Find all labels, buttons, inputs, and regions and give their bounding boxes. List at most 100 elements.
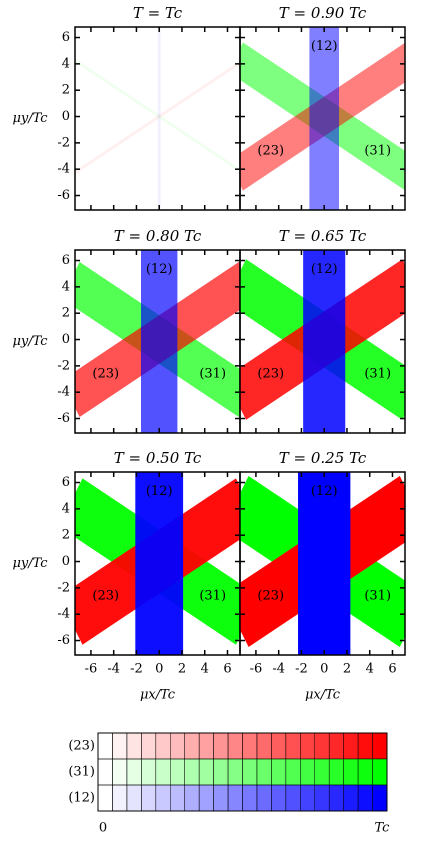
y-axis-label: μy/Tc: [12, 111, 48, 126]
colorbar-cell: [198, 732, 214, 760]
colorbar-cell: [328, 784, 344, 812]
colorbar-cell: [343, 758, 359, 786]
panel-frame: [239, 471, 406, 656]
y-tick-label: 4: [62, 56, 70, 71]
x-tick-label: 4: [366, 662, 374, 677]
colorbar-cell: [300, 732, 315, 760]
x-tick-label: -6: [250, 662, 263, 677]
colorbar-cell: [184, 784, 200, 812]
colorbar-cell: [170, 758, 185, 786]
colorbar-cell: [357, 732, 373, 760]
x-axis-label: μx/Tc: [140, 688, 176, 703]
x-tick-label: -2: [295, 662, 308, 677]
panel-title: T = 0.80 Tc: [114, 227, 202, 245]
panel: [240, 472, 405, 655]
colorbar-min-label: 0: [99, 821, 107, 836]
colorbar-cell: [213, 784, 229, 812]
colorbar-cell: [155, 784, 171, 812]
y-tick-label: -4: [57, 385, 70, 400]
colorbar-cell: [372, 784, 388, 812]
colorbar-cell: [343, 732, 359, 760]
panel-title: T = Tc: [133, 4, 183, 22]
colorbar-cell: [357, 758, 373, 786]
colorbar-cell: [271, 784, 287, 812]
x-tick-label: 4: [201, 662, 209, 677]
colorbar-cell: [328, 758, 344, 786]
x-tick-label: 2: [178, 662, 186, 677]
region-label: (23): [257, 143, 284, 158]
colorbar-cell: [328, 732, 344, 760]
colorbar-cell: [357, 784, 373, 812]
region-label: (12): [146, 262, 173, 277]
colorbar-row-label: (31): [68, 765, 95, 780]
colorbar-cell: [314, 732, 330, 760]
band: [303, 250, 346, 433]
panel: [75, 27, 240, 210]
region-label: (12): [311, 262, 338, 277]
region-label: (12): [311, 39, 338, 54]
panel: [75, 472, 240, 655]
colorbar-row-label: (12): [68, 791, 95, 806]
band: [75, 58, 240, 173]
colorbar-cell: [112, 758, 128, 786]
colorbar-cell: [271, 732, 287, 760]
colorbar-cell: [256, 732, 272, 760]
colorbar-cell: [256, 758, 272, 786]
colorbar-cell: [372, 732, 388, 760]
panel: [240, 27, 405, 210]
colorbar-cell: [227, 784, 243, 812]
y-tick-label: 4: [62, 501, 70, 516]
x-tick-label: 6: [223, 662, 231, 677]
y-tick-label: 4: [62, 279, 70, 294]
band: [309, 27, 339, 210]
colorbar-max-label: Tc: [375, 821, 391, 836]
region-label: (12): [146, 484, 173, 499]
panel-title: T = 0.90 Tc: [279, 4, 367, 22]
x-tick-label: -4: [107, 662, 120, 677]
colorbar-cell: [242, 784, 258, 812]
x-tick-label: -2: [130, 662, 143, 677]
region-label: (31): [199, 588, 226, 603]
y-tick-label: -2: [57, 135, 70, 150]
colorbar-cell: [213, 732, 229, 760]
panel: [240, 250, 405, 433]
region-label: (12): [311, 484, 338, 499]
region-label: (31): [364, 588, 391, 603]
colorbar-cell: [97, 758, 113, 786]
y-tick-label: 6: [62, 253, 70, 268]
colorbar-cell: [184, 732, 200, 760]
colorbar-cell: [126, 784, 142, 812]
colorbar-cell: [170, 784, 185, 812]
region-label: (23): [257, 588, 284, 603]
colorbar-cell: [141, 758, 157, 786]
colorbar-cell: [112, 784, 128, 812]
band: [157, 27, 161, 210]
colorbar-cell: [372, 758, 388, 786]
y-tick-label: -4: [57, 162, 70, 177]
colorbar-cell: [242, 732, 258, 760]
colorbar-cell: [285, 784, 301, 812]
y-tick-label: 0: [62, 332, 70, 347]
panel-title: T = 0.50 Tc: [114, 449, 202, 467]
colorbar-cell: [141, 732, 157, 760]
region-label: (31): [364, 366, 391, 381]
x-tick-label: 0: [320, 662, 328, 677]
panel: [75, 250, 240, 433]
panel-frame: [239, 249, 406, 434]
region-label: (31): [199, 366, 226, 381]
x-tick-label: 0: [155, 662, 163, 677]
y-tick-label: -6: [57, 411, 70, 426]
colorbar-cell: [184, 758, 200, 786]
region-label: (23): [257, 366, 284, 381]
colorbar-cell: [300, 758, 315, 786]
colorbar-cell: [271, 758, 287, 786]
colorbar-cell: [227, 732, 243, 760]
y-tick-label: -2: [57, 580, 70, 595]
colorbar-cell: [256, 784, 272, 812]
colorbar-cell: [126, 758, 142, 786]
y-tick-label: -6: [57, 188, 70, 203]
colorbar-cell: [213, 758, 229, 786]
colorbar-cell: [112, 732, 128, 760]
